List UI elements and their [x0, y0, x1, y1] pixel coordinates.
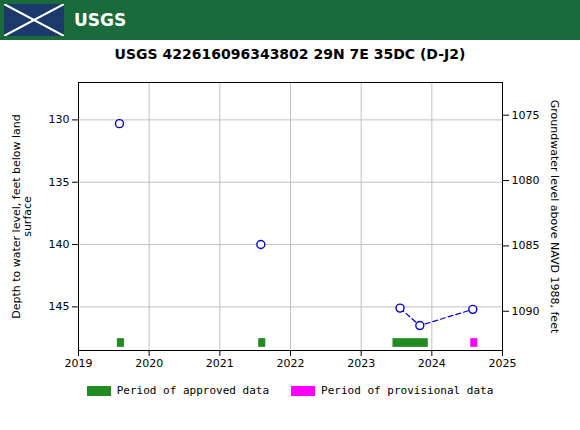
svg-text:130: 130	[49, 113, 70, 126]
svg-text:2024: 2024	[418, 357, 446, 370]
svg-text:2023: 2023	[347, 357, 375, 370]
svg-text:2021: 2021	[206, 357, 234, 370]
svg-text:140: 140	[49, 238, 70, 251]
html-text:Period of approved data: Period of approved data	[116, 384, 270, 397]
svg-text:2025: 2025	[489, 357, 517, 370]
svg-text:1085: 1085	[512, 239, 540, 252]
svg-text:135: 135	[49, 176, 70, 189]
html-text:USGS 422616096343802 29N 7E 35: USGS 422616096343802 29N 7E 35DC (D-J2)	[114, 46, 466, 62]
html-text:USGS: USGS	[74, 10, 127, 30]
svg-text:Depth to water level, feet bel: Depth to water level, feet below landsur…	[10, 114, 34, 319]
html-text:Period of provisional data: Period of provisional data	[321, 384, 494, 397]
svg-text:1080: 1080	[512, 174, 540, 187]
svg-text:2022: 2022	[277, 357, 305, 370]
svg-text:1075: 1075	[512, 109, 540, 122]
svg-text:2020: 2020	[135, 357, 163, 370]
svg-text:145: 145	[49, 300, 70, 313]
svg-text:2019: 2019	[65, 357, 93, 370]
svg-text:Groundwater level above NAVD 1: Groundwater level above NAVD 1988, feet	[548, 100, 561, 334]
svg-text:1090: 1090	[512, 305, 540, 318]
